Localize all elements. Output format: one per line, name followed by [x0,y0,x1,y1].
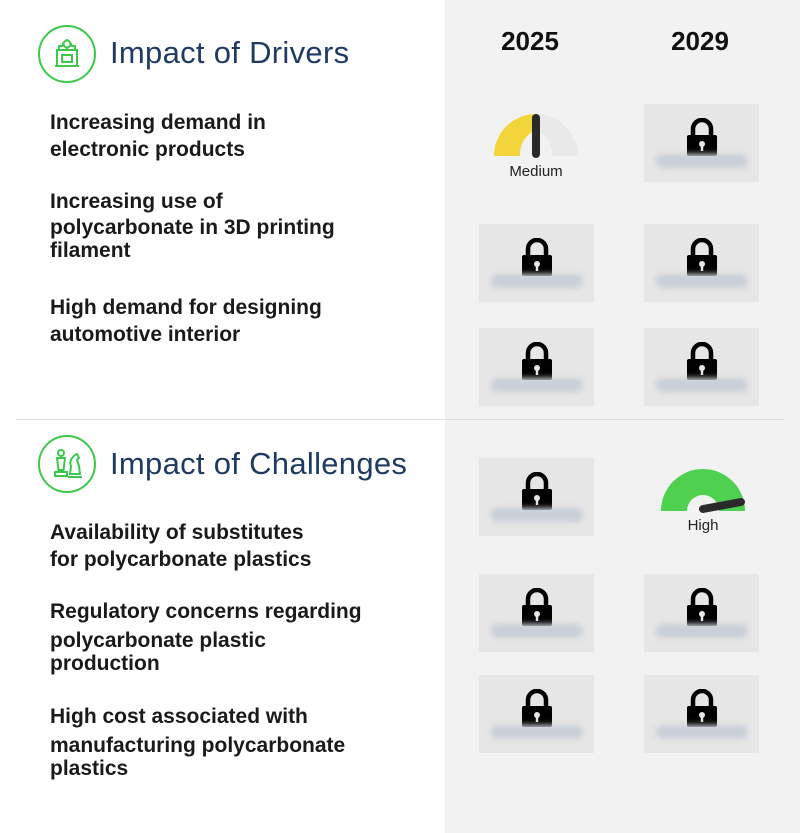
factor-line: manufacturing polycarbonate [50,734,346,757]
padlock-icon [522,689,552,727]
gauge-label: High [687,517,719,534]
factor-line: Availability of substitutes [50,521,304,544]
locked-impact-card[interactable] [479,574,594,652]
challenge-item-substitutes: Availability of substitutes for polycarb… [50,519,410,573]
locked-impact-card[interactable] [644,328,759,406]
factor-line: for polycarbonate plastics [50,548,312,571]
impact-gauge-medium: Medium [486,108,586,188]
padlock-icon [687,238,717,276]
impact-gauge-high: High [653,463,753,543]
padlock-icon [687,689,717,727]
challenges-title: Impact of Challenges [110,446,408,481]
factor-line: High cost associated with [50,705,308,728]
challenge-item-high-cost: High cost associated with manufacturing … [50,704,410,782]
machine-gear-icon [38,25,96,83]
gauge-label: Medium [509,163,563,180]
locked-impact-card[interactable] [644,675,759,753]
year-2025-header: 2025 [501,26,559,56]
padlock-icon [522,342,552,380]
chess-pieces-icon [38,435,96,493]
locked-impact-card[interactable] [644,104,759,182]
locked-impact-card[interactable] [479,675,594,753]
factor-line: production [50,652,160,675]
section-divider [16,419,784,420]
locked-impact-card[interactable] [479,224,594,302]
factor-line: filament [50,239,131,262]
locked-impact-card[interactable] [479,328,594,406]
factor-line: Increasing demand in [50,111,266,134]
padlock-icon [687,342,717,380]
factor-line: polycarbonate plastic [50,629,266,652]
padlock-icon [522,472,552,510]
factor-line: polycarbonate in 3D printing [50,216,335,239]
driver-item-automotive: High demand for designing automotive int… [50,294,410,348]
factor-line: plastics [50,757,129,780]
factor-line: Increasing use of [50,190,223,213]
factor-line: electronic products [50,138,245,161]
factor-line: automotive interior [50,323,241,346]
padlock-icon [522,588,552,626]
driver-item-3d-printing: Increasing use of polycarbonate in 3D pr… [50,189,410,264]
padlock-icon [522,238,552,276]
drivers-title: Impact of Drivers [110,35,350,70]
year-2029-header: 2029 [671,26,729,56]
locked-impact-card[interactable] [644,574,759,652]
factor-line: Regulatory concerns regarding [50,600,362,623]
locked-impact-card[interactable] [479,458,594,536]
padlock-icon [687,118,717,156]
challenge-item-regulatory: Regulatory concerns regarding polycarbon… [50,599,410,677]
locked-impact-card[interactable] [644,224,759,302]
driver-item-electronics: Increasing demand in electronic products [50,109,410,163]
factor-line: High demand for designing [50,296,322,319]
padlock-icon [687,588,717,626]
